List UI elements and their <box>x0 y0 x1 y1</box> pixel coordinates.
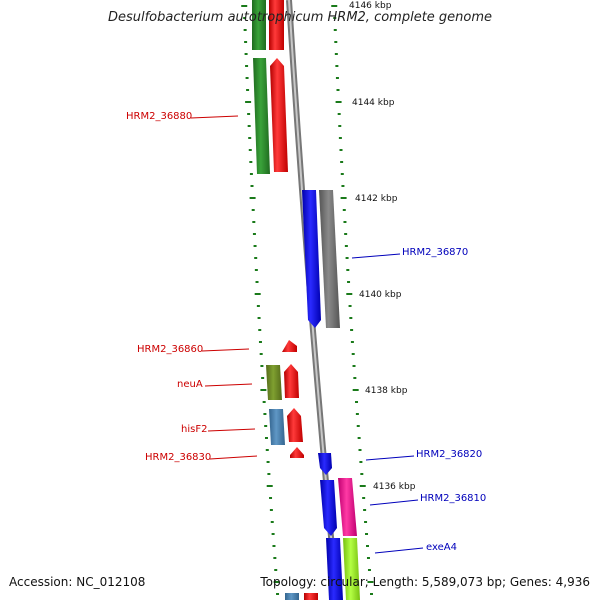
gene-blue-36810 <box>320 480 337 536</box>
accession-label: Accession: NC_012108 <box>9 575 146 589</box>
gene-blue-exeA4 <box>326 538 343 600</box>
gene-blue-36870 <box>302 190 321 328</box>
gene-red-hisF2 <box>287 408 303 442</box>
leader-hisF2 <box>207 428 256 432</box>
gene-red-36830 <box>290 447 304 458</box>
gene-label-HRM2_36860[interactable]: HRM2_36860 <box>137 344 204 355</box>
leader-neuA <box>204 383 253 387</box>
topology-label: Topology: circular; Length: 5,589,073 bp… <box>260 575 590 589</box>
scale-label-4136: 4136 kbp <box>373 482 416 492</box>
scale-label-4146: 4146 kbp <box>349 1 392 11</box>
gene-blue-36820 <box>318 453 332 475</box>
leader-exeA4 <box>374 547 424 554</box>
leader-HRM2_36820 <box>365 455 415 461</box>
gene-pink-36810 <box>338 478 357 536</box>
gene-red-neuA <box>284 364 299 398</box>
scale-label-4138: 4138 kbp <box>365 386 408 396</box>
page-title: Desulfobacterium autotrophicum HRM2, com… <box>107 10 493 25</box>
gene-steel-hisF2 <box>269 409 285 445</box>
gene-steel-bottom <box>285 593 299 600</box>
gene-gray-36870 <box>319 190 340 328</box>
scale-label-4140: 4140 kbp <box>359 290 402 300</box>
gene-label-HRM2_36820[interactable]: HRM2_36820 <box>416 449 483 460</box>
gene-olive-neuA <box>266 365 282 400</box>
gene-label-hisF2[interactable]: hisF2 <box>181 424 208 435</box>
gene-lime-exeA4 <box>343 538 360 600</box>
leader-HRM2_36870 <box>351 253 401 259</box>
gene-red-top <box>269 0 284 50</box>
gene-green-top <box>252 0 266 50</box>
leader-lines <box>190 115 424 554</box>
gene-features <box>252 0 360 600</box>
gene-red-36860 <box>282 340 297 352</box>
gene-label-HRM2_36880[interactable]: HRM2_36880 <box>126 111 193 122</box>
scale-label-4142: 4142 kbp <box>355 194 398 204</box>
gene-label-HRM2_36810[interactable]: HRM2_36810 <box>420 493 487 504</box>
gene-label-exeA4[interactable]: exeA4 <box>426 542 457 553</box>
leader-HRM2_36880 <box>190 115 239 119</box>
leader-HRM2_36810 <box>369 499 419 506</box>
gene-label-HRM2_36870[interactable]: HRM2_36870 <box>402 247 469 258</box>
leader-HRM2_36830 <box>209 455 258 460</box>
scale-label-4144: 4144 kbp <box>352 98 395 108</box>
leader-HRM2_36860 <box>201 348 250 352</box>
right-scale-ticks <box>331 5 374 595</box>
gene-label-HRM2_36830[interactable]: HRM2_36830 <box>145 452 212 463</box>
gene-green-36880 <box>253 58 270 174</box>
gene-label-neuA[interactable]: neuA <box>177 379 203 390</box>
left-scale-ticks <box>241 5 280 595</box>
gene-red-36880 <box>270 58 288 172</box>
gene-red-bottom <box>304 593 318 600</box>
